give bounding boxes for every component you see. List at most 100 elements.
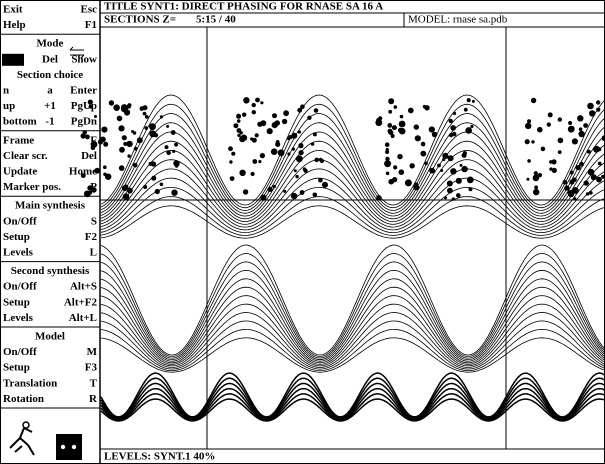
menu-item[interactable]: On/Off bbox=[3, 281, 37, 293]
atom bbox=[583, 123, 588, 128]
atom bbox=[398, 120, 406, 128]
atom bbox=[118, 165, 125, 171]
menu-item[interactable]: Exit bbox=[3, 4, 23, 16]
atom bbox=[448, 118, 453, 124]
menu-item[interactable]: n bbox=[3, 85, 9, 97]
menu-item[interactable]: Alt+F2 bbox=[64, 296, 98, 308]
atom bbox=[532, 174, 540, 182]
menu-item[interactable]: Setup bbox=[3, 296, 30, 308]
atom bbox=[537, 126, 543, 133]
menu-item[interactable]: bottom bbox=[3, 116, 37, 128]
menu-item[interactable]: Alt+S bbox=[70, 281, 97, 293]
atom bbox=[136, 137, 143, 144]
menu-item[interactable]: Rotation bbox=[3, 393, 44, 405]
menu-item[interactable]: Add bbox=[3, 53, 23, 65]
menu-item[interactable]: Show bbox=[71, 53, 97, 65]
atom bbox=[149, 130, 157, 138]
menu-item[interactable]: P bbox=[90, 181, 97, 193]
atom bbox=[428, 126, 435, 133]
atom bbox=[450, 168, 457, 175]
atom bbox=[252, 159, 258, 164]
atom bbox=[533, 171, 538, 176]
menu-item[interactable]: PgUp bbox=[71, 100, 97, 112]
menu-item[interactable]: up bbox=[3, 100, 15, 112]
atom bbox=[127, 154, 131, 158]
menu-item[interactable]: Levels bbox=[3, 312, 34, 324]
atom bbox=[103, 165, 107, 169]
menu-item[interactable]: Levels bbox=[3, 247, 34, 259]
menu-item[interactable]: S bbox=[91, 215, 97, 227]
atom bbox=[88, 190, 93, 195]
contour-line bbox=[100, 269, 605, 361]
menu-item[interactable]: R bbox=[89, 393, 98, 405]
atom bbox=[533, 188, 540, 196]
atom bbox=[413, 184, 420, 191]
atom bbox=[549, 167, 553, 171]
menu-item[interactable]: Enter bbox=[70, 85, 97, 97]
atom bbox=[578, 130, 585, 138]
atom bbox=[407, 107, 414, 114]
contour-line bbox=[100, 295, 605, 365]
menu-item[interactable]: Esc bbox=[81, 4, 98, 16]
atom bbox=[446, 180, 453, 187]
atom bbox=[452, 111, 457, 116]
menu-item[interactable]: a bbox=[47, 85, 53, 97]
contour-line bbox=[100, 186, 605, 234]
atom bbox=[564, 185, 570, 191]
menu-item[interactable]: Update bbox=[3, 166, 37, 178]
menu-item[interactable]: On/Off bbox=[3, 346, 37, 358]
contour-line bbox=[100, 140, 605, 220]
menu-item[interactable]: F1 bbox=[85, 19, 97, 31]
atom bbox=[299, 190, 305, 195]
atom bbox=[80, 173, 86, 179]
menu-item[interactable]: F2 bbox=[85, 231, 98, 243]
menu-item[interactable]: M bbox=[87, 346, 98, 358]
menu-item[interactable]: L bbox=[90, 247, 97, 259]
atom bbox=[461, 165, 468, 173]
atom bbox=[567, 190, 573, 196]
contour-line bbox=[100, 122, 605, 214]
contour-line bbox=[100, 131, 605, 217]
atom bbox=[589, 110, 596, 117]
menu-item[interactable]: Setup bbox=[3, 231, 30, 243]
menu-item[interactable]: Setup bbox=[3, 362, 30, 374]
menu-item[interactable]: F3 bbox=[85, 362, 98, 374]
menu-item[interactable]: PgDn bbox=[71, 116, 97, 128]
atom bbox=[569, 170, 574, 175]
atom bbox=[237, 133, 241, 137]
atom bbox=[170, 130, 176, 135]
menu-item[interactable]: Del bbox=[81, 150, 97, 162]
atom bbox=[376, 195, 382, 201]
atom bbox=[236, 113, 242, 119]
menu-item[interactable]: Help bbox=[3, 19, 26, 31]
atom bbox=[440, 169, 444, 172]
contour-line bbox=[100, 372, 605, 418]
menu-item[interactable]: Frame bbox=[3, 134, 34, 146]
menu-item[interactable]: Marker pos. bbox=[3, 181, 61, 193]
atom bbox=[562, 180, 568, 185]
atom bbox=[255, 97, 260, 103]
atom bbox=[250, 137, 254, 141]
menu-item[interactable]: T bbox=[90, 377, 98, 389]
atom bbox=[314, 157, 320, 163]
atom bbox=[571, 126, 575, 130]
contour-line bbox=[100, 303, 605, 367]
atom bbox=[87, 99, 93, 105]
menu-item[interactable]: Translation bbox=[3, 377, 57, 389]
menu-item[interactable]: On/Off bbox=[3, 215, 37, 227]
menu-item[interactable]: Home bbox=[69, 166, 97, 178]
menu-item[interactable]: Alt+L bbox=[69, 312, 97, 324]
menu-item[interactable]: F bbox=[90, 134, 97, 146]
menu-item[interactable]: -1 bbox=[45, 116, 54, 128]
menu-item[interactable]: +1 bbox=[44, 100, 56, 112]
menu-item[interactable]: Clear scr. bbox=[3, 150, 48, 162]
contour-line bbox=[100, 337, 605, 373]
atom bbox=[236, 119, 241, 123]
atom bbox=[597, 161, 602, 166]
model: MODEL: rnase sa.pdb bbox=[408, 14, 508, 26]
atom bbox=[551, 159, 557, 165]
atom bbox=[384, 160, 392, 168]
menu-item[interactable]: Del bbox=[42, 53, 58, 65]
atom bbox=[525, 122, 532, 130]
